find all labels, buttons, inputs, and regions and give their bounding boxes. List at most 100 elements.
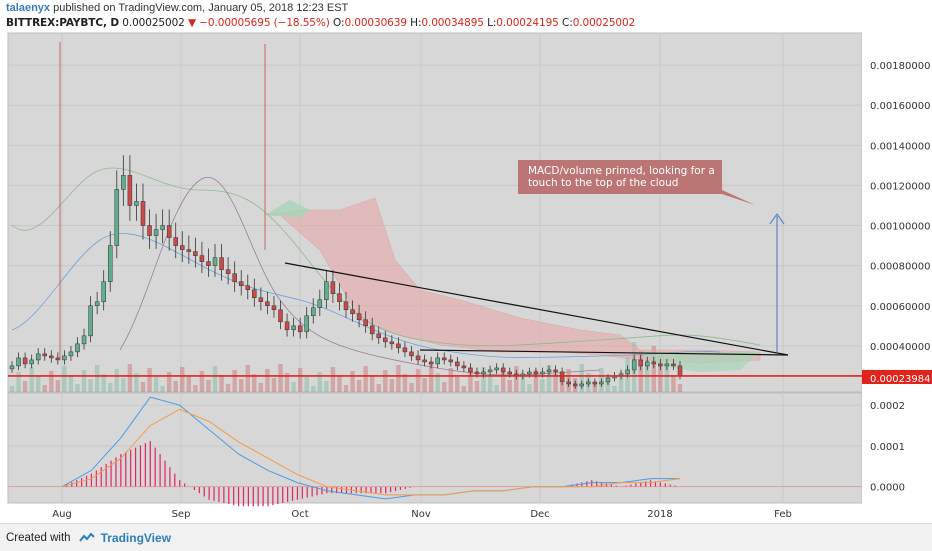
volume-bar xyxy=(153,377,159,392)
volume-bar xyxy=(435,373,440,392)
cloud-bullish xyxy=(640,352,760,372)
support-trendline xyxy=(419,349,789,356)
candle-body xyxy=(638,359,643,367)
candle-body xyxy=(448,359,454,363)
arrow-head-icon xyxy=(769,212,785,225)
cloud-bullish xyxy=(265,200,310,218)
price-tag-label: 0.00023984 xyxy=(870,374,930,385)
candle-body xyxy=(278,309,283,323)
candle-body xyxy=(297,325,303,333)
candle-body xyxy=(238,281,244,286)
volume-bar xyxy=(311,386,316,392)
candle-body xyxy=(284,321,290,331)
candle-body xyxy=(22,357,28,365)
time-tick-label: Sep xyxy=(172,509,191,520)
candle-body xyxy=(317,299,323,309)
conversion-line xyxy=(11,167,761,347)
candle-body xyxy=(383,337,388,343)
volume-bar xyxy=(55,380,61,392)
price-tick-label: 0.00040000 xyxy=(870,342,930,353)
volume-bar xyxy=(245,365,250,392)
candle-body xyxy=(579,383,585,387)
candle-body xyxy=(645,361,650,367)
candle-body xyxy=(369,325,375,335)
volume-bar xyxy=(94,365,100,392)
volume-bar xyxy=(212,366,218,392)
candle-body xyxy=(677,365,683,377)
tradingview-brand[interactable]: TradingView xyxy=(100,530,172,545)
candle-body xyxy=(94,301,100,307)
price-tick-label: 0.00120000 xyxy=(870,181,930,192)
candle-body xyxy=(114,189,120,246)
down-arrow-icon: ▼ xyxy=(188,17,196,29)
candle-body xyxy=(42,353,47,357)
candle-body xyxy=(553,369,558,373)
chart-canvas[interactable]: MACD/volume primed, looking for a touch t… xyxy=(0,0,932,523)
candle-body xyxy=(153,229,159,236)
volume-bar xyxy=(546,365,552,392)
candle-body xyxy=(173,237,178,246)
candle-body xyxy=(252,289,257,298)
candle-body xyxy=(468,367,473,373)
candle-body xyxy=(166,225,172,238)
candle-body xyxy=(428,361,434,365)
candle-body xyxy=(212,257,218,266)
volume-bar xyxy=(9,386,15,392)
candle-body xyxy=(664,363,670,367)
annotation-callout xyxy=(518,160,755,205)
volume-bar xyxy=(520,375,526,392)
volume-bar xyxy=(533,370,539,392)
volume-bar xyxy=(415,369,421,392)
candle-body xyxy=(533,371,539,375)
volume-bar xyxy=(180,367,185,392)
volume-bar xyxy=(369,375,375,392)
candle-body xyxy=(232,273,237,282)
volume-bar xyxy=(252,374,257,392)
candle-body xyxy=(107,245,113,282)
price-tick-label: 0.00060000 xyxy=(870,302,930,313)
volume-bar xyxy=(592,382,598,392)
volume-bar xyxy=(186,376,192,392)
candle-body xyxy=(68,351,74,357)
candle-body xyxy=(9,365,15,370)
volume-bar xyxy=(540,379,545,392)
price-change: −0.00005695 (−18.55%) xyxy=(199,17,330,29)
candle-body xyxy=(586,381,591,385)
volume-bar xyxy=(114,369,119,392)
volume-bar xyxy=(494,385,499,392)
price-tick-label: 0.00140000 xyxy=(870,141,930,152)
volume-bar xyxy=(219,375,224,392)
candle-body xyxy=(206,261,211,266)
volume-bar xyxy=(579,364,584,392)
volume-bar xyxy=(500,371,506,392)
volume-bar xyxy=(363,366,368,392)
volume-bar xyxy=(108,383,113,392)
volume-bar xyxy=(468,372,473,392)
volume-bar xyxy=(62,366,67,392)
candle-body xyxy=(330,281,336,294)
candle-body xyxy=(487,369,493,373)
price-tag xyxy=(862,371,932,384)
volume-bar xyxy=(402,374,408,392)
author-name[interactable]: talaenyx xyxy=(6,2,51,14)
volume-bar xyxy=(356,380,362,392)
volume-bar xyxy=(527,384,532,392)
volume-bar xyxy=(271,378,277,392)
created-with-text: Created with xyxy=(6,531,71,544)
macd-tick-label: 0.0000 xyxy=(870,483,905,494)
candle-body xyxy=(422,359,427,363)
candle-body xyxy=(265,301,270,307)
volume-bar xyxy=(278,364,283,392)
volume-bar xyxy=(284,373,290,392)
candle-body xyxy=(225,269,231,274)
candle-body xyxy=(651,361,657,365)
volume-bar xyxy=(127,364,133,392)
volume-bar xyxy=(553,374,558,392)
volume-bar xyxy=(559,383,565,392)
open-value: 0.00030639 xyxy=(344,17,407,29)
volume-bar xyxy=(68,375,74,392)
candle-body xyxy=(199,255,205,262)
candle-body xyxy=(343,301,349,311)
base-line xyxy=(11,233,721,359)
candle-body xyxy=(271,305,277,311)
